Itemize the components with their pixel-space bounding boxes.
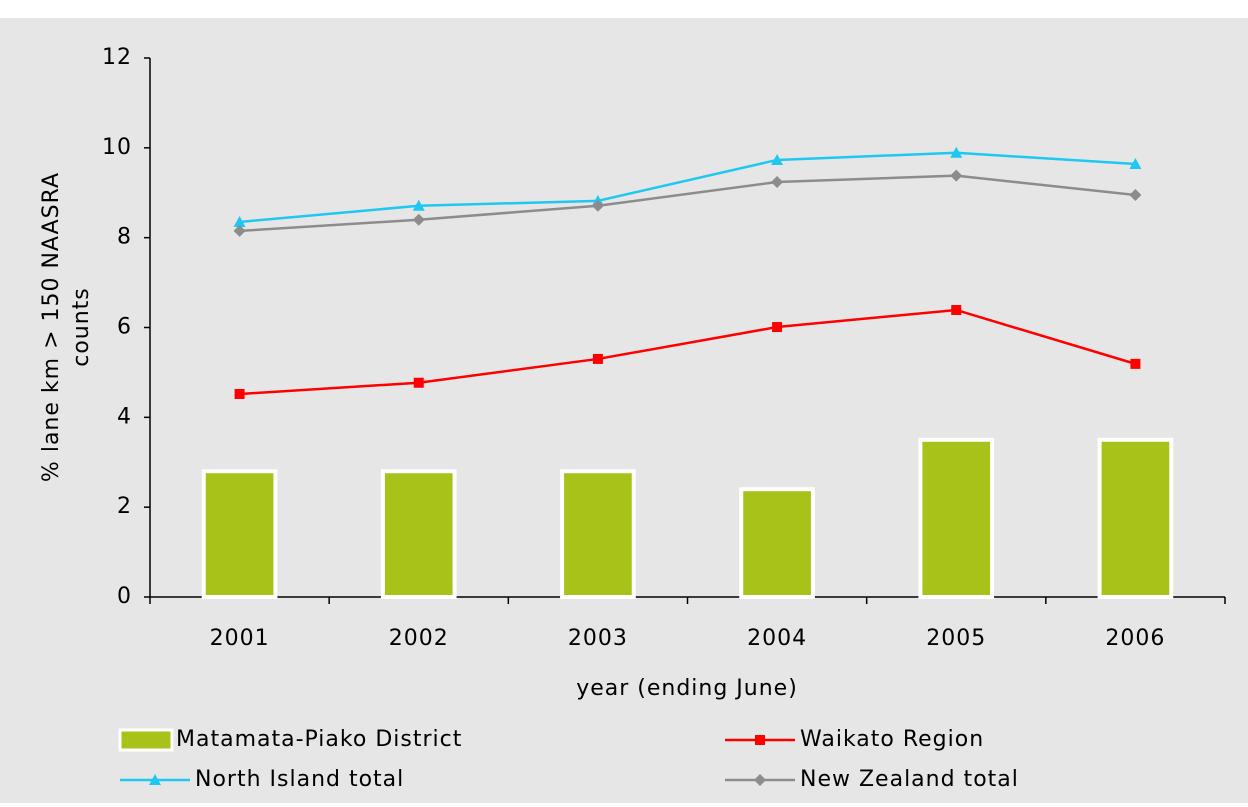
x-axis-label: year (ending June)	[576, 676, 798, 701]
x-tick-label: 2001	[210, 626, 270, 651]
legend-label: New Zealand total	[800, 767, 1019, 792]
x-tick-label: 2004	[747, 626, 807, 651]
point	[771, 175, 784, 188]
legend-marker	[149, 774, 161, 785]
y-tick-label: 10	[102, 135, 132, 160]
legend-marker	[754, 774, 766, 786]
point	[412, 213, 425, 226]
y-tick-label: 12	[102, 45, 132, 70]
legend-swatch	[118, 728, 174, 752]
point	[772, 322, 783, 333]
bar	[380, 469, 457, 600]
point	[233, 224, 246, 237]
legend-label: North Island total	[195, 767, 404, 792]
legend-marker	[755, 735, 765, 745]
y-axis-label: % lane km > 150 NAASRA counts	[39, 172, 94, 482]
y-tick-label: 2	[117, 494, 132, 519]
point	[950, 169, 963, 182]
legend-label: Matamata-Piako District	[176, 727, 462, 752]
y-axis-label-line: counts	[69, 287, 94, 367]
x-tick-label: 2002	[389, 626, 449, 651]
bar	[201, 469, 278, 600]
point	[233, 215, 246, 227]
point	[771, 153, 784, 165]
line	[239, 174, 1136, 233]
point	[412, 199, 425, 211]
y-tick-label: 8	[117, 225, 132, 250]
x-tick-label: 2003	[568, 626, 628, 651]
point	[950, 146, 963, 158]
bar	[918, 437, 995, 599]
x-tick-label: 2005	[926, 626, 986, 651]
point	[592, 353, 603, 364]
line	[239, 151, 1136, 224]
bar	[1097, 437, 1174, 599]
bar	[739, 487, 815, 600]
point	[1129, 188, 1142, 201]
x-tick-label: 2006	[1105, 626, 1165, 651]
point	[591, 199, 604, 212]
point	[413, 377, 424, 388]
y-tick-label: 6	[117, 315, 132, 340]
y-axis-label-line: % lane km > 150 NAASRA	[39, 172, 64, 482]
y-tick-label: 4	[117, 404, 132, 429]
point	[1130, 358, 1141, 369]
chart-background	[0, 18, 1248, 803]
y-tick-label: 0	[117, 584, 132, 609]
point	[951, 304, 962, 315]
point	[1129, 158, 1142, 170]
point	[234, 388, 245, 399]
line	[239, 308, 1136, 396]
legend-label: Waikato Region	[800, 727, 984, 752]
bar	[560, 469, 636, 600]
